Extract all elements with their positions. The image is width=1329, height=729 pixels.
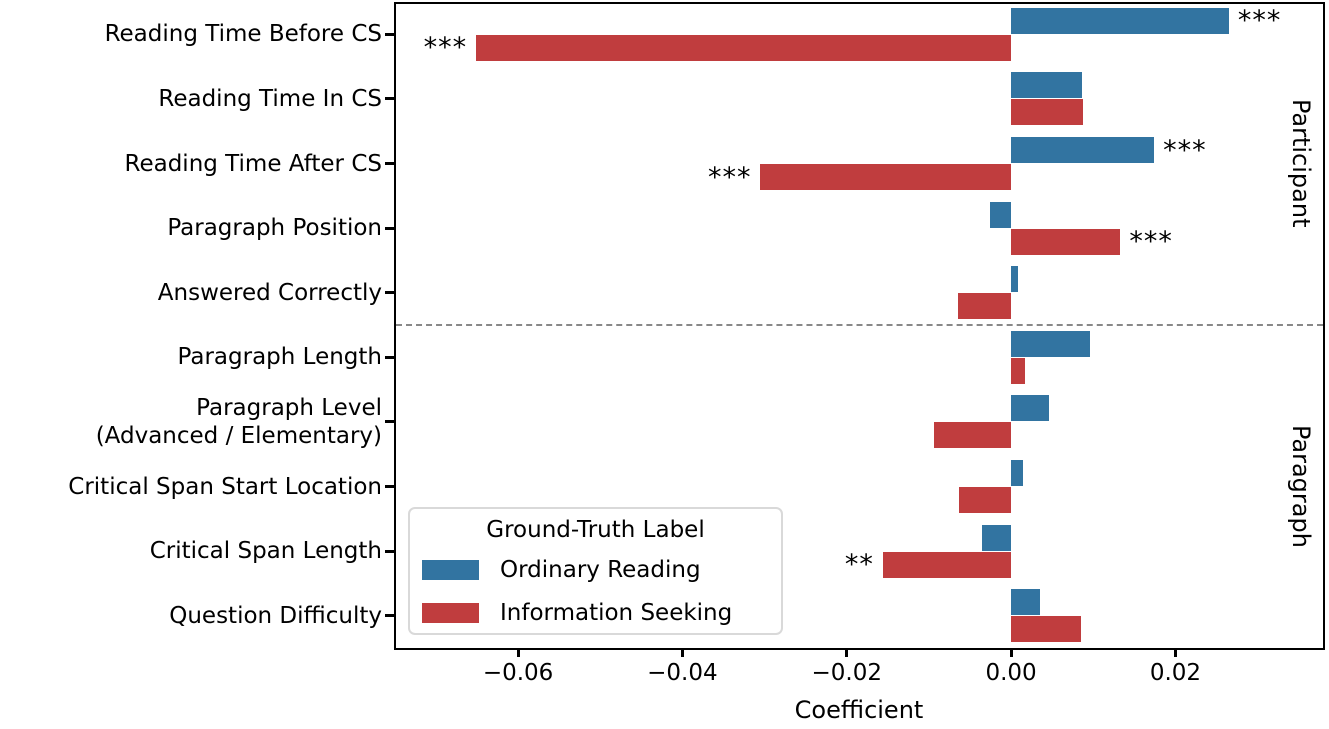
legend-swatch-ordinary-reading (422, 559, 479, 580)
y-tick-mark (385, 291, 394, 295)
bar-information-seeking (957, 293, 1012, 320)
y-tick-mark (385, 32, 394, 36)
y-tick-mark (385, 355, 394, 359)
legend-label-information-seeking: Information Seeking (500, 599, 733, 626)
bar-ordinary-reading (1011, 460, 1023, 486)
bar-information-seeking (1011, 228, 1121, 255)
significance-marker: *** (1129, 226, 1173, 258)
significance-marker: *** (707, 161, 752, 193)
legend-swatch-information-seeking (422, 602, 479, 623)
x-axis-label: Coefficient (794, 696, 924, 724)
legend-label-ordinary-reading: Ordinary Reading (500, 556, 701, 583)
bar-information-seeking (1011, 357, 1026, 384)
bar-ordinary-reading (1011, 589, 1040, 616)
y-axis-category-label: Reading Time Before CS (104, 21, 382, 48)
x-tick-mark (1009, 648, 1013, 657)
y-tick-mark (385, 420, 394, 424)
x-tick-label: −0.06 (482, 660, 554, 686)
y-tick-mark (385, 614, 394, 618)
y-axis-category-label: Critical Span Length (149, 538, 382, 565)
bar-information-seeking (1011, 616, 1081, 643)
bar-ordinary-reading (1011, 72, 1082, 99)
x-tick-label: −0.04 (647, 660, 718, 686)
bar-ordinary-reading (1011, 137, 1155, 163)
bar-information-seeking (476, 34, 1012, 61)
x-tick-label: 0.02 (1149, 660, 1202, 686)
bar-ordinary-reading (1011, 266, 1018, 293)
legend-entry-ordinary-reading: Ordinary Reading (422, 548, 769, 591)
significance-marker: *** (1163, 134, 1207, 166)
bar-ordinary-reading (989, 201, 1012, 228)
y-axis-category-label: Answered Correctly (157, 279, 382, 306)
significance-marker: *** (1237, 5, 1282, 37)
y-axis-category-label: Reading Time In CS (158, 85, 382, 112)
y-tick-mark (385, 485, 394, 488)
x-tick-mark (516, 648, 520, 657)
y-axis-category-label: Reading Time After CS (124, 150, 382, 177)
legend-entry-information-seeking: Information Seeking (422, 591, 769, 634)
bar-information-seeking (1011, 99, 1084, 126)
bar-information-seeking (882, 551, 1012, 578)
bar-information-seeking (760, 164, 1012, 190)
y-axis-category-label: Paragraph Level (Advanced / Elementary) (95, 394, 382, 449)
row-group-label-participant: Participant (1287, 99, 1315, 228)
y-axis-category-label: Critical Span Start Location (68, 473, 382, 500)
x-tick-mark (1173, 648, 1177, 657)
significance-marker: *** (423, 32, 468, 64)
bar-ordinary-reading (1011, 7, 1229, 34)
y-axis-category-label: Paragraph Position (167, 215, 382, 242)
y-tick-mark (385, 162, 394, 165)
row-group-separator (396, 324, 1323, 326)
y-axis-category-label: Question Difficulty (169, 602, 382, 629)
plot-frame (394, 2, 1325, 650)
legend: Ground-Truth Label Ordinary Reading Info… (408, 507, 783, 635)
y-tick-mark (385, 97, 394, 101)
x-tick-mark (845, 648, 849, 657)
y-tick-mark (385, 549, 394, 553)
bar-information-seeking (959, 487, 1012, 513)
bar-information-seeking (933, 422, 1012, 449)
legend-title: Ground-Truth Label (486, 517, 705, 543)
x-tick-label: 0.00 (985, 660, 1037, 686)
row-group-label-paragraph: Paragraph (1287, 425, 1315, 548)
y-axis-category-label: Paragraph Length (177, 344, 382, 371)
bar-ordinary-reading (981, 524, 1012, 551)
x-tick-label: −0.02 (811, 660, 882, 686)
x-tick-mark (680, 648, 684, 657)
y-tick-mark (385, 226, 394, 230)
significance-marker: ** (844, 549, 874, 581)
bar-ordinary-reading (1011, 395, 1049, 422)
bar-ordinary-reading (1011, 330, 1090, 357)
